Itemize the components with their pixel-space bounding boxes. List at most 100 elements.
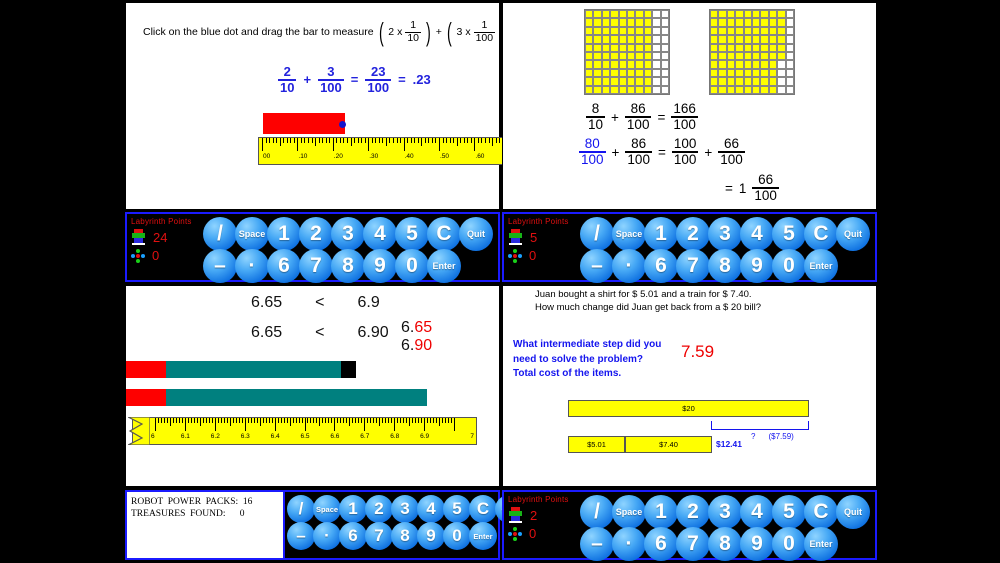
ruler-tick	[187, 418, 189, 423]
key-4[interactable]: 4	[740, 217, 774, 251]
key-[interactable]: ·	[612, 527, 646, 561]
key-6[interactable]: 6	[644, 249, 678, 283]
key-enter[interactable]: Enter	[804, 527, 838, 561]
panel-word-problem: Juan bought a shirt for $ 5.01 and a tra…	[502, 285, 877, 487]
key-4[interactable]: 4	[740, 495, 774, 529]
key-[interactable]: –	[203, 249, 237, 283]
decimal-ruler[interactable]: 6 6.1 6.2 6.3 6.4 6.5 6.6 6.7 6.8 6.9 7	[132, 417, 477, 445]
key-quit[interactable]: Quit	[459, 217, 493, 251]
key-[interactable]: –	[580, 249, 614, 283]
ruler-label: 6.7	[360, 433, 370, 440]
grid-cell	[743, 68, 752, 78]
key-8[interactable]: 8	[708, 249, 742, 283]
key-3[interactable]: 3	[331, 217, 365, 251]
eq-f3-den: 100	[365, 78, 392, 95]
grid-cell	[626, 10, 636, 19]
eq-op-1: +	[303, 72, 312, 88]
grid-cell	[652, 60, 661, 69]
key-0[interactable]: 0	[772, 527, 806, 561]
blue-dot-handle[interactable]	[339, 121, 346, 128]
key-3[interactable]: 3	[708, 495, 742, 529]
key-8[interactable]: 8	[708, 527, 742, 561]
key-5[interactable]: 5	[772, 495, 806, 529]
key-5[interactable]: 5	[395, 217, 429, 251]
key-9[interactable]: 9	[740, 249, 774, 283]
key-5[interactable]: 5	[772, 217, 806, 251]
key-enter[interactable]: Enter	[469, 522, 497, 550]
ruler-tick	[256, 418, 258, 423]
grid-cell	[718, 26, 727, 36]
key-9[interactable]: 9	[363, 249, 397, 283]
grid-cell	[610, 35, 619, 44]
key-space[interactable]: Space	[612, 217, 646, 251]
key-[interactable]: –	[580, 527, 614, 561]
ruler-tick	[445, 418, 447, 423]
key-1[interactable]: 1	[267, 217, 301, 251]
key-quit[interactable]: Quit	[836, 495, 870, 529]
key-1[interactable]: 1	[339, 495, 367, 523]
key-c[interactable]: C	[427, 217, 461, 251]
open-paren-1: (	[378, 17, 384, 47]
key-quit[interactable]: Quit	[836, 217, 870, 251]
key-[interactable]: ·	[313, 522, 341, 550]
key-3[interactable]: 3	[708, 217, 742, 251]
key-[interactable]: –	[287, 522, 315, 550]
key-[interactable]: /	[203, 217, 237, 251]
problem-line-2: How much change did Juan get back from a…	[535, 301, 762, 313]
key-2[interactable]: 2	[676, 217, 710, 251]
grid-cell	[610, 77, 619, 86]
key-0[interactable]: 0	[772, 249, 806, 283]
key-7[interactable]: 7	[676, 249, 710, 283]
key-[interactable]: /	[580, 217, 614, 251]
key-7[interactable]: 7	[676, 527, 710, 561]
key-space[interactable]: Space	[612, 495, 646, 529]
key-4[interactable]: 4	[363, 217, 397, 251]
key-c[interactable]: C	[469, 495, 497, 523]
key-9[interactable]: 9	[417, 522, 445, 550]
key-0[interactable]: 0	[395, 249, 429, 283]
ruler-tick	[358, 418, 360, 423]
key-c[interactable]: C	[804, 495, 838, 529]
bar-part1-box: $5.01	[568, 436, 625, 453]
key-2[interactable]: 2	[676, 495, 710, 529]
key-4[interactable]: 4	[417, 495, 445, 523]
ruler-tick	[409, 418, 411, 426]
key-1[interactable]: 1	[644, 495, 678, 529]
grid-cell	[718, 60, 727, 69]
ruler-tick	[268, 418, 270, 423]
key-2[interactable]: 2	[365, 495, 393, 523]
cmp2-right: 6.90	[357, 324, 389, 341]
key-5[interactable]: 5	[443, 495, 471, 523]
key-[interactable]: /	[580, 495, 614, 529]
ruler-tick	[463, 138, 465, 143]
grid-cell	[760, 68, 769, 78]
key-[interactable]: /	[287, 495, 315, 523]
ruler-tick	[283, 138, 285, 143]
key-6[interactable]: 6	[339, 522, 367, 550]
key-space[interactable]: Space	[313, 495, 341, 523]
key-9[interactable]: 9	[740, 527, 774, 561]
grid-cell	[785, 18, 794, 27]
ruler-tick	[403, 418, 405, 423]
key-3[interactable]: 3	[391, 495, 419, 523]
key-0[interactable]: 0	[443, 522, 471, 550]
key-2[interactable]: 2	[299, 217, 333, 251]
key-8[interactable]: 8	[331, 249, 365, 283]
grid-cell	[760, 60, 769, 69]
key-enter[interactable]: Enter	[427, 249, 461, 283]
ruler-tick	[322, 418, 324, 423]
key-8[interactable]: 8	[391, 522, 419, 550]
key-space[interactable]: Space	[235, 217, 269, 251]
tr1-frac-b: 86 100	[624, 101, 652, 132]
key-6[interactable]: 6	[267, 249, 301, 283]
key-7[interactable]: 7	[299, 249, 333, 283]
key-6[interactable]: 6	[644, 527, 678, 561]
key-7[interactable]: 7	[365, 522, 393, 550]
key-c[interactable]: C	[804, 217, 838, 251]
ruler-tick	[217, 418, 219, 423]
key-[interactable]: ·	[612, 249, 646, 283]
key-enter[interactable]: Enter	[804, 249, 838, 283]
draggable-red-bar[interactable]	[263, 113, 345, 134]
key-1[interactable]: 1	[644, 217, 678, 251]
key-[interactable]: ·	[235, 249, 269, 283]
